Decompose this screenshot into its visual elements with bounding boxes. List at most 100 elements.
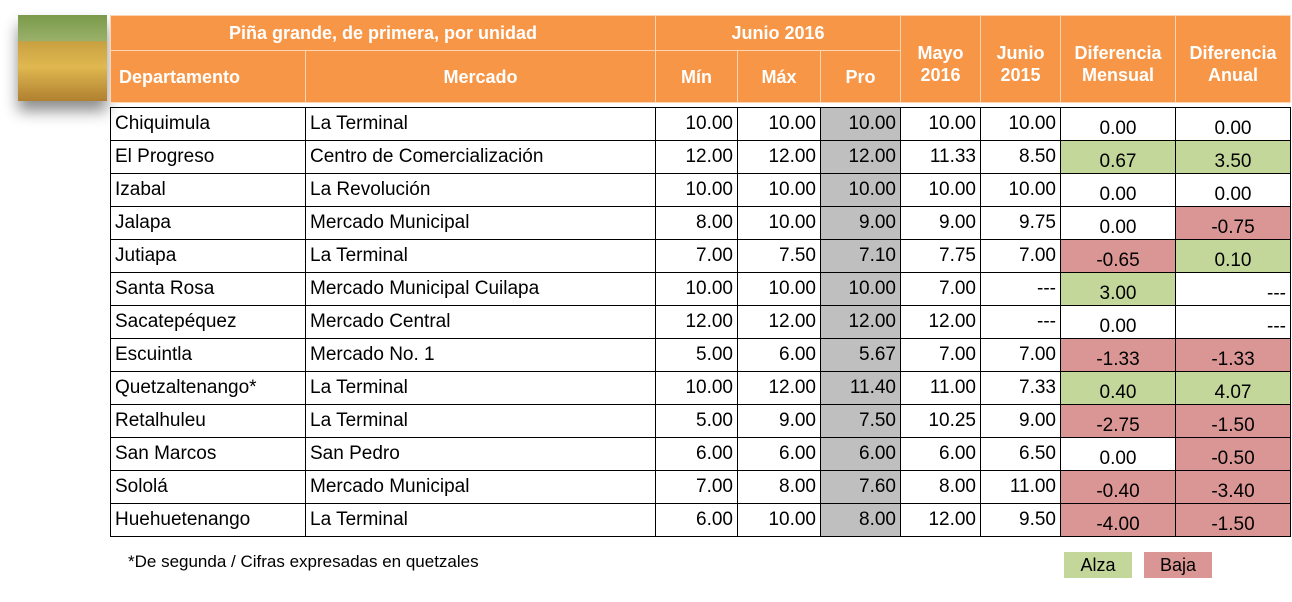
table-cell: 0.00: [1060, 437, 1176, 471]
table-row: Sololá Mercado Municipal 7.00 8.00 7.60 8.00 1…: [110, 470, 1291, 504]
table-cell: 6.00: [655, 437, 738, 471]
table-cell: -1.50: [1175, 503, 1291, 537]
table-cell: 8.00: [655, 206, 738, 240]
pineapple-image: [18, 15, 107, 101]
table-cell: -0.65: [1060, 239, 1176, 273]
table-cell: 8.00: [737, 470, 821, 504]
table-cell: Mercado Municipal: [305, 470, 656, 504]
table-cell: 7.10: [820, 239, 901, 273]
table-cell: 5.00: [655, 338, 738, 372]
table-cell: San Marcos: [110, 437, 306, 471]
table-cell: 7.00: [655, 239, 738, 273]
legend-item: Alza: [1064, 552, 1132, 578]
table-cell: 7.00: [980, 338, 1061, 372]
table-cell: 6.00: [900, 437, 981, 471]
table-cell: -0.40: [1060, 470, 1176, 504]
table-cell: 10.25: [900, 404, 981, 438]
table-cell: 0.00: [1060, 107, 1176, 141]
table-row: Izabal La Revolución 10.00 10.00 10.00 10.00 1…: [110, 173, 1291, 207]
table-cell: 12.00: [655, 305, 738, 339]
table-cell: La Terminal: [305, 371, 656, 405]
table-cell: 6.00: [737, 338, 821, 372]
table-cell: 0.00: [1060, 173, 1176, 207]
table-cell: Mercado Municipal: [305, 206, 656, 240]
table-cell: 6.00: [655, 503, 738, 537]
table-cell: 9.00: [900, 206, 981, 240]
header-cell: Mayo 2016: [900, 15, 982, 103]
table-cell: 9.75: [980, 206, 1061, 240]
table-cell: -4.00: [1060, 503, 1176, 537]
table-cell: 5.67: [820, 338, 901, 372]
table-cell: 8.50: [980, 140, 1061, 174]
table-row: El Progreso Centro de Comercialización 12.…: [110, 140, 1291, 174]
header-cell: Mín: [655, 50, 738, 103]
table-cell: 0.10: [1175, 239, 1291, 273]
table-cell: 6.00: [820, 437, 901, 471]
table-row: Chiquimula La Terminal 10.00 10.00 10.00 10.0…: [110, 107, 1291, 141]
table-cell: 6.50: [980, 437, 1061, 471]
table-cell: 10.00: [655, 107, 738, 141]
table-cell: -0.50: [1175, 437, 1291, 471]
table-cell: ---: [980, 305, 1061, 339]
table-cell: 10.00: [655, 173, 738, 207]
table-cell: ---: [1175, 305, 1291, 339]
table-cell: La Revolución: [305, 173, 656, 207]
table-cell: 0.00: [1175, 107, 1291, 141]
table-cell: 12.00: [737, 371, 821, 405]
table-cell: 6.00: [737, 437, 821, 471]
table-row: Santa Rosa Mercado Municipal Cuilapa 10.00…: [110, 272, 1291, 306]
table-cell: 7.00: [900, 272, 981, 306]
table-cell: Mercado Central: [305, 305, 656, 339]
table-cell: 8.00: [900, 470, 981, 504]
header-cell: Diferencia Anual: [1175, 15, 1292, 103]
header-cell: Piña grande, de primera, por unidad: [110, 15, 656, 51]
table-row: Jalapa Mercado Municipal 8.00 10.00 9.00 9.00…: [110, 206, 1291, 240]
table-cell: -1.33: [1060, 338, 1176, 372]
header-cell: Mercado: [305, 50, 656, 103]
table-cell: 0.40: [1060, 371, 1176, 405]
table-cell: -3.40: [1175, 470, 1291, 504]
table-cell: 0.00: [1060, 206, 1176, 240]
table-cell: Huehuetenango: [110, 503, 306, 537]
table-cell: 12.00: [655, 140, 738, 174]
table-cell: 10.00: [655, 272, 738, 306]
table-cell: 0.67: [1060, 140, 1176, 174]
table-cell: -0.75: [1175, 206, 1291, 240]
table-cell: 11.40: [820, 371, 901, 405]
table-cell: -1.50: [1175, 404, 1291, 438]
table-cell: 10.00: [820, 272, 901, 306]
table-cell: 9.00: [737, 404, 821, 438]
table-cell: -2.75: [1060, 404, 1176, 438]
table-cell: 0.00: [1060, 305, 1176, 339]
header-cell: Junio 2016: [654, 15, 902, 51]
table-row: Jutiapa La Terminal 7.00 7.50 7.10 7.75 7.00 -0…: [110, 239, 1291, 273]
table-row: Huehuetenango La Terminal 6.00 10.00 8.00 12.…: [110, 503, 1291, 537]
table-cell: Sololá: [110, 470, 306, 504]
table-row: Sacatepéquez Mercado Central 12.00 12.00 12.…: [110, 305, 1291, 339]
table-cell: 9.50: [980, 503, 1061, 537]
header-cell: Pro: [819, 50, 902, 103]
table-cell: 4.07: [1175, 371, 1291, 405]
table-row: Quetzaltenango* La Terminal 10.00 12.00 11.4…: [110, 371, 1291, 405]
footnote: *De segunda / Cifras expresadas en quetz…: [128, 552, 479, 571]
table-cell: 10.00: [980, 173, 1061, 207]
table-cell: 10.00: [737, 107, 821, 141]
table-cell: 10.00: [737, 503, 821, 537]
table-cell: Escuintla: [110, 338, 306, 372]
table-cell: La Terminal: [305, 239, 656, 273]
table-cell: Chiquimula: [110, 107, 306, 141]
table-row: Retalhuleu La Terminal 5.00 9.00 7.50 10.25 9.…: [110, 404, 1291, 438]
table-cell: Santa Rosa: [110, 272, 306, 306]
table-cell: 5.00: [655, 404, 738, 438]
table-cell: Jalapa: [110, 206, 306, 240]
table-cell: Izabal: [110, 173, 306, 207]
table-cell: 11.00: [980, 470, 1061, 504]
table-cell: ---: [1175, 272, 1291, 306]
table-cell: La Terminal: [305, 107, 656, 141]
table-cell: 3.50: [1175, 140, 1291, 174]
table-cell: 12.00: [900, 503, 981, 537]
table-cell: 12.00: [820, 305, 901, 339]
table-cell: 10.00: [737, 206, 821, 240]
table-cell: 10.00: [900, 173, 981, 207]
